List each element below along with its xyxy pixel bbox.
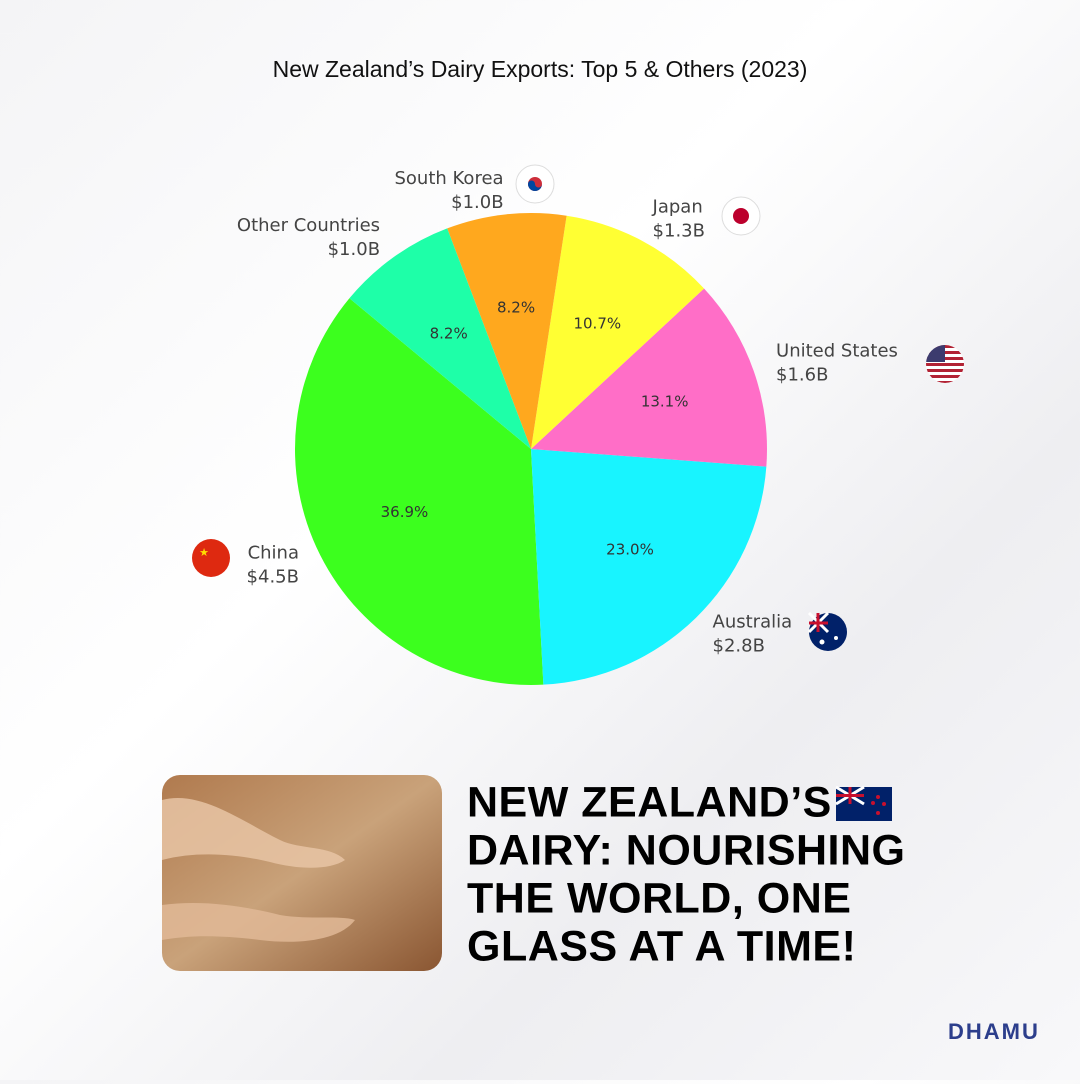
nz-flag xyxy=(835,785,892,821)
headline: THE WORLD, ONE xyxy=(467,874,851,922)
headline: NEW ZEALAND’S xyxy=(467,778,832,826)
photo-hand xyxy=(162,903,355,942)
slice-label: United States xyxy=(776,340,898,361)
slice-percent: 36.9% xyxy=(381,503,429,521)
chart-title: New Zealand’s Dairy Exports: Top 5 & Oth… xyxy=(273,56,808,82)
pie-slice xyxy=(294,298,544,685)
svg-text:★: ★ xyxy=(199,546,209,559)
pie-slice xyxy=(531,288,767,467)
flag-icon xyxy=(807,611,847,651)
flag-icon: ★ xyxy=(192,539,230,577)
slice-percent: 23.0% xyxy=(606,541,654,559)
slice-label: South Korea xyxy=(394,168,503,189)
pie-slice xyxy=(349,228,531,449)
headline: DAIRY: NOURISHING xyxy=(467,826,906,874)
headline: GLASS AT A TIME! xyxy=(467,922,856,970)
slice-percent: 10.7% xyxy=(573,314,621,332)
flag-icon xyxy=(926,345,964,383)
slice-percent: 13.1% xyxy=(641,393,689,411)
slice-percent: 8.2% xyxy=(497,299,535,317)
slice-label: China xyxy=(248,542,299,563)
slice-amount: $1.0B xyxy=(451,192,503,213)
slice-amount: $1.0B xyxy=(328,239,380,260)
slice-amount: $4.5B xyxy=(247,566,299,587)
slice-label: Other Countries xyxy=(237,215,380,236)
slice-amount: $1.3B xyxy=(653,221,705,242)
slice-percent: 8.2% xyxy=(430,324,468,342)
pie: 36.9% China $4.5B 23.0% Australia $2.8B 13.1% U… xyxy=(237,168,898,685)
slice-amount: $1.6B xyxy=(776,364,828,385)
pie-slice xyxy=(531,215,705,449)
flag-icon xyxy=(721,196,761,236)
flag-icon xyxy=(515,164,555,204)
slice-label: Japan xyxy=(652,197,703,218)
photo-hand xyxy=(162,798,345,868)
slice-amount: $2.8B xyxy=(713,636,765,657)
slice-label: Australia xyxy=(713,612,793,633)
logo: DHAMU xyxy=(948,1019,1040,1044)
pie-slice xyxy=(447,212,567,449)
pie-slice xyxy=(531,449,767,685)
